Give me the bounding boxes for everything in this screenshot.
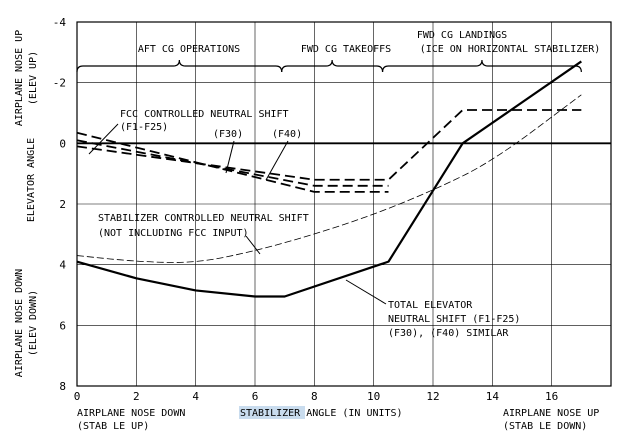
series-lines — [76, 60, 582, 298]
series-line-0 — [76, 60, 582, 298]
x-end-left-2: (STAB LE UP) — [77, 421, 149, 432]
y-tick-label-6: 8 — [59, 380, 66, 393]
annotation-total-2: NEUTRAL SHIFT (F1-F25) — [388, 314, 520, 325]
region-bracket-1 — [281, 59, 384, 73]
region-aft-cg: AFT CG OPERATIONS — [138, 44, 240, 55]
series-line-1 — [76, 109, 582, 181]
x-tick-label-4: 8 — [311, 390, 318, 403]
y-label-nose-up: AIRPLANE NOSE UP — [14, 30, 25, 126]
annotation-f40: (F40) — [272, 129, 302, 140]
y-label-nose-down: AIRPLANE NOSE DOWN — [14, 269, 25, 377]
region-fwd-cg-landings-1: FWD CG LANDINGS — [417, 30, 507, 41]
x-axis-title: STABILIZER ANGLE (IN UNITS) — [240, 408, 403, 419]
annotation-f30: (F30) — [213, 129, 243, 140]
x-end-left-1: AIRPLANE NOSE DOWN — [77, 408, 185, 419]
region-bracket-0 — [76, 59, 283, 73]
region-brackets — [76, 59, 582, 73]
x-tick-label-5: 10 — [367, 390, 380, 403]
leader-stab — [245, 235, 261, 255]
y-label-elevator-angle: ELEVATOR ANGLE — [26, 138, 37, 222]
series-line-2 — [76, 139, 389, 187]
y-label-elev-down: (ELEV DOWN) — [28, 290, 39, 356]
y-tick-label-1: -2 — [53, 77, 66, 90]
x-tick-label-3: 6 — [252, 390, 259, 403]
region-fwd-cg-takeoffs: FWD CG TAKEOFFS — [301, 44, 391, 55]
leader-f40 — [265, 140, 289, 181]
annotation-fcc-1: FCC CONTROLLED NEUTRAL SHIFT — [120, 109, 289, 120]
xlabel-highlight — [239, 406, 305, 419]
y-tick-label-3: 2 — [59, 198, 66, 211]
x-tick-label-8: 16 — [545, 390, 558, 403]
x-end-right-1: AIRPLANE NOSE UP — [503, 408, 599, 419]
y-tick-labels: -4 -2 0 2 4 6 8 — [53, 16, 67, 393]
x-tick-labels: 0 2 4 6 8 10 12 14 16 — [74, 390, 559, 403]
x-end-right-2: (STAB LE DOWN) — [503, 421, 587, 432]
leader-fcc — [88, 123, 119, 155]
annotation-stab-1: STABILIZER CONTROLLED NEUTRAL SHIFT — [98, 213, 309, 224]
annotation-total-1: TOTAL ELEVATOR — [388, 300, 473, 311]
annotation-fcc-2: (F1-F25) — [120, 122, 168, 133]
y-tick-label-0: -4 — [53, 16, 67, 29]
gridlines — [77, 22, 611, 386]
leader-total — [345, 279, 387, 305]
series-line-4 — [76, 94, 582, 263]
x-tick-label-7: 14 — [486, 390, 500, 403]
leader-f30 — [225, 140, 235, 174]
y-tick-label-4: 4 — [59, 259, 66, 272]
x-axis-title-rest: ANGLE (IN UNITS) — [300, 408, 402, 419]
y-label-elev-up: (ELEV UP) — [28, 51, 39, 105]
x-tick-label-1: 2 — [133, 390, 140, 403]
y-tick-label-5: 6 — [59, 319, 66, 332]
leader-lines — [88, 123, 387, 305]
x-tick-label-6: 12 — [426, 390, 439, 403]
x-axis-title-highlighted: STABILIZER — [240, 408, 301, 419]
x-tick-label-2: 4 — [192, 390, 199, 403]
x-tick-label-0: 0 — [74, 390, 81, 403]
annotation-total-3: (F30), (F40) SIMILAR — [388, 328, 509, 339]
region-bracket-2 — [381, 59, 582, 73]
series-line-3 — [76, 131, 389, 193]
region-fwd-cg-landings-2: (ICE ON HORIZONTAL STABILIZER) — [420, 44, 601, 55]
y-tick-label-2: 0 — [59, 137, 66, 150]
annotation-stab-2: (NOT INCLUDING FCC INPUT) — [98, 228, 249, 239]
